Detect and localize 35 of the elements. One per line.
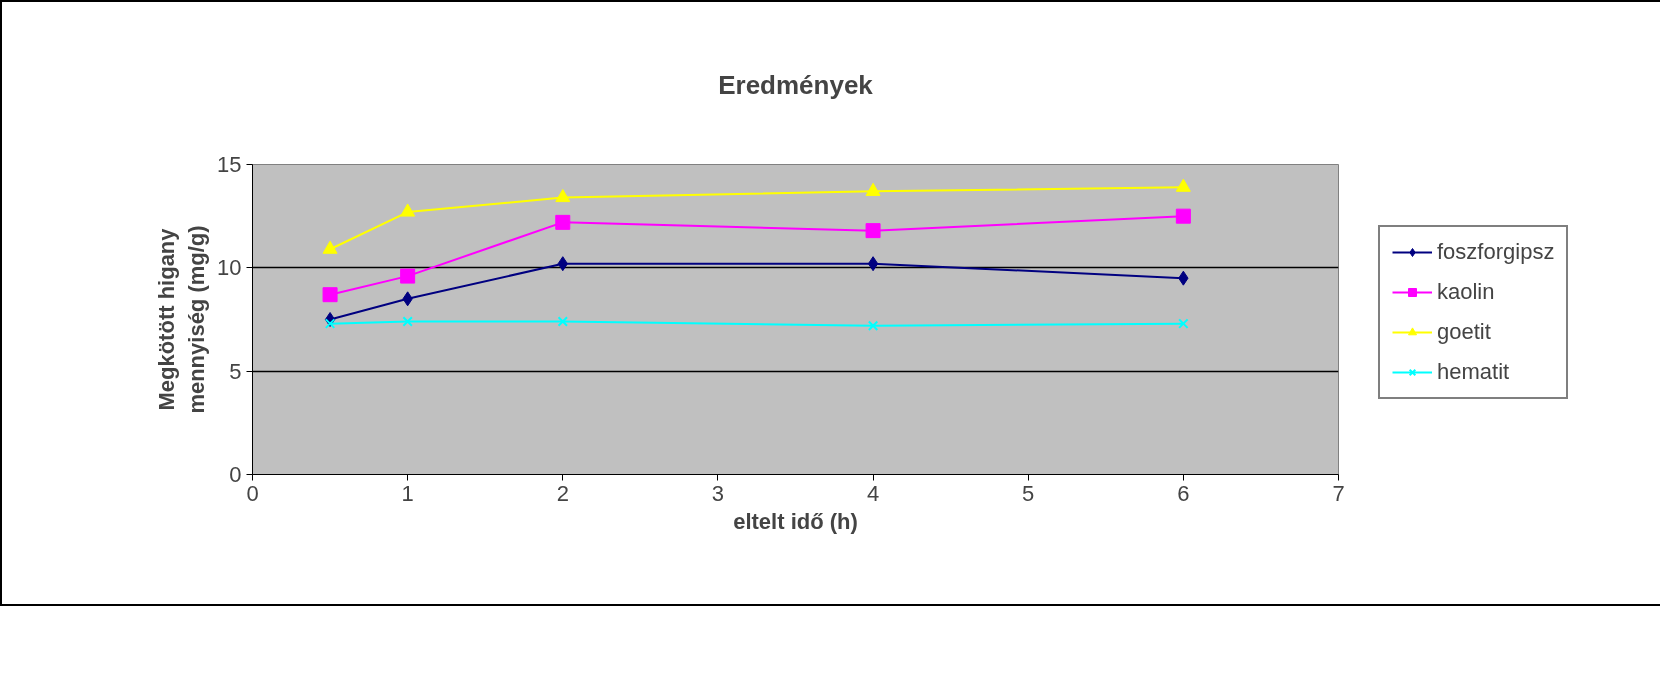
point (402, 316, 413, 327)
chart-title: Eredmények (718, 69, 874, 100)
y-axis-title: Megkötött higany mennyiség (mg/g) (154, 225, 210, 414)
point (1175, 178, 1191, 192)
point (867, 320, 879, 331)
x-tick-label: 3 (711, 480, 725, 506)
x-tick-label: 6 (1177, 480, 1190, 506)
point (322, 240, 338, 254)
point (555, 214, 571, 230)
legend-label: kaolin (1437, 279, 1495, 305)
x-tick-label: 5 (1022, 480, 1035, 506)
y-tick-label: 0 (229, 462, 242, 487)
legend-label: foszforgipsz (1437, 239, 1555, 265)
point (867, 256, 879, 272)
x-tick-label: 4 (866, 480, 880, 506)
y-tick-label: 10 (217, 255, 242, 281)
point (322, 287, 338, 303)
x-tick-label: 2 (556, 480, 569, 506)
point (1178, 318, 1189, 329)
x-tick-label: 1 (401, 480, 414, 506)
y-tick-label: 15 (217, 152, 242, 177)
point (865, 223, 881, 239)
point (865, 182, 881, 196)
x-axis-title: eltelt idő (h) (733, 508, 858, 534)
point (400, 268, 416, 284)
point (557, 316, 569, 327)
x-tick-label: 7 (1332, 480, 1345, 506)
point (400, 203, 416, 217)
point (555, 188, 571, 203)
legend-label: goetit (1437, 319, 1491, 345)
legend-label: hematit (1437, 359, 1510, 385)
point (1175, 208, 1191, 224)
y-tick-label: 5 (229, 358, 242, 384)
point (324, 318, 336, 329)
x-tick-label: 0 (246, 480, 259, 506)
